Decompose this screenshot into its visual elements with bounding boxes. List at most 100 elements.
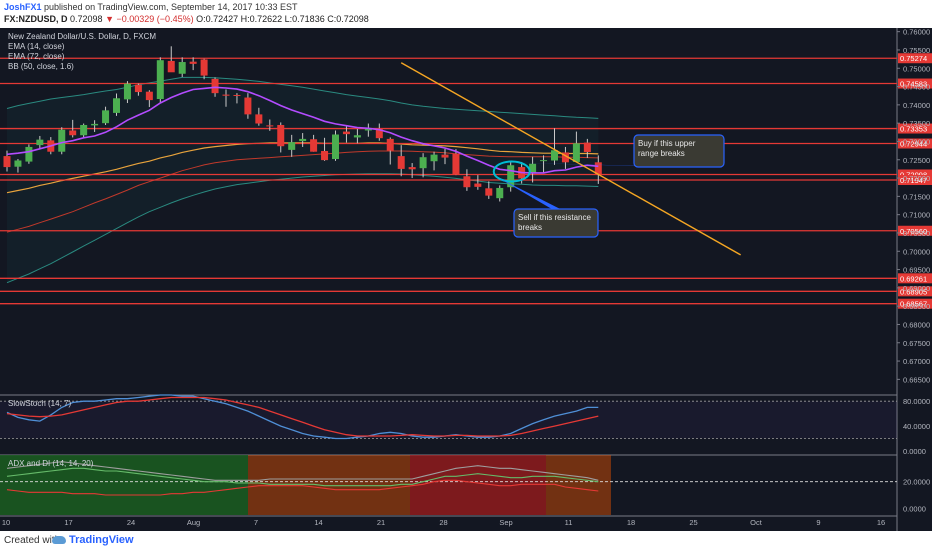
time-tick-label: 7 bbox=[254, 518, 258, 527]
adx-zone bbox=[0, 455, 248, 515]
candle bbox=[397, 156, 405, 169]
time-tick-label: 10 bbox=[2, 518, 10, 527]
time-tick-label: 17 bbox=[64, 518, 72, 527]
chart-area[interactable]: 0.75274 0.74583 0.73353 0.72944 0.720980.719… bbox=[0, 28, 932, 531]
candle bbox=[430, 154, 438, 162]
candle bbox=[3, 156, 11, 168]
level-label-box bbox=[898, 169, 932, 180]
bb-upper-line bbox=[6, 76, 599, 119]
buy-annotation-text-line: Buy if this upper bbox=[638, 139, 696, 148]
price-tick-label: 0.70500 bbox=[903, 229, 930, 238]
time-tick-label: Sep bbox=[499, 518, 512, 527]
candle bbox=[36, 139, 44, 146]
price-tick-label: 0.72500 bbox=[903, 156, 930, 165]
symbol-label: FX:NZDUSD, D bbox=[4, 14, 68, 24]
candle bbox=[529, 163, 537, 173]
indicator-legend: EMA (72, close) bbox=[8, 52, 65, 61]
time-tick-label: 24 bbox=[127, 518, 135, 527]
created-with-text: Created with bbox=[4, 535, 61, 546]
candle bbox=[189, 61, 197, 64]
indicator-legend: EMA (14, close) bbox=[8, 42, 65, 51]
time-tick-label: 28 bbox=[439, 518, 447, 527]
level-label: 0.75274 bbox=[900, 54, 927, 63]
candle bbox=[540, 160, 548, 162]
price-tick-label: 0.66500 bbox=[903, 375, 930, 384]
bb-basis-line bbox=[6, 150, 599, 233]
down-arrow-icon: ▼ bbox=[105, 14, 114, 24]
candle bbox=[375, 128, 383, 139]
ema14-line bbox=[6, 86, 599, 174]
buy-annotation-pointer bbox=[509, 162, 684, 167]
price-tick-label: 0.76000 bbox=[903, 28, 930, 37]
level-label-box bbox=[898, 123, 932, 134]
price-tick-label: 0.69000 bbox=[903, 284, 930, 293]
candle bbox=[441, 154, 449, 158]
candle bbox=[561, 152, 569, 163]
price-tick-label: 0.71000 bbox=[903, 211, 930, 220]
candle bbox=[408, 167, 416, 170]
candle bbox=[156, 60, 164, 100]
candle bbox=[123, 83, 131, 100]
candle bbox=[80, 124, 88, 136]
cloud-icon bbox=[52, 536, 66, 545]
candle bbox=[58, 129, 66, 152]
adx-line bbox=[6, 461, 599, 481]
candle bbox=[419, 157, 427, 169]
stoch-tick-label: 80.0000 bbox=[903, 397, 930, 406]
level-label: 0.68567 bbox=[900, 300, 927, 309]
time-tick-label: Aug bbox=[187, 518, 200, 527]
level-label: 0.69261 bbox=[900, 274, 927, 283]
time-tick-label: 16 bbox=[877, 518, 885, 527]
highlight-ellipse bbox=[492, 160, 531, 183]
level-label-box bbox=[898, 78, 932, 89]
sell-annotation-text-line: Sell if this resistance bbox=[518, 213, 591, 222]
price-tick-label: 0.68500 bbox=[903, 302, 930, 311]
candle bbox=[583, 142, 591, 153]
level-label-box bbox=[898, 53, 932, 64]
tradingview-logo[interactable]: TradingView bbox=[52, 534, 134, 546]
candle bbox=[113, 98, 120, 113]
price-tick-label: 0.68000 bbox=[903, 320, 930, 329]
level-label-box bbox=[898, 138, 932, 149]
candle bbox=[463, 176, 471, 188]
price-tick-label: 0.74500 bbox=[903, 83, 930, 92]
candle bbox=[364, 129, 372, 131]
candle bbox=[572, 143, 580, 162]
candle bbox=[299, 138, 307, 142]
stoch-title: SlowStoch (14, 7) bbox=[8, 399, 71, 408]
sell-annotation bbox=[513, 208, 599, 238]
candle bbox=[233, 94, 241, 96]
sell-annotation-text-line: breaks bbox=[518, 223, 542, 232]
candle bbox=[266, 125, 274, 127]
candle bbox=[594, 162, 602, 175]
candle bbox=[496, 187, 504, 199]
buy-annotation-text-line: range breaks bbox=[638, 149, 685, 158]
adx-tick-label: 20.0000 bbox=[903, 478, 930, 487]
price-tick-label: 0.73000 bbox=[903, 137, 930, 146]
candle bbox=[102, 110, 110, 124]
publish-header: JoshFX1 published on TradingView.com, Se… bbox=[0, 0, 932, 28]
time-tick-label: 9 bbox=[816, 518, 820, 527]
candle bbox=[353, 135, 361, 138]
publisher-name[interactable]: JoshFX1 bbox=[4, 2, 42, 12]
candle bbox=[277, 124, 285, 147]
price-tick-label: 0.73500 bbox=[903, 119, 930, 128]
price-change: −0.00329 (−0.45%) bbox=[116, 14, 194, 24]
candle bbox=[255, 114, 263, 124]
di-plus-line bbox=[6, 467, 599, 487]
price-tick-label: 0.69500 bbox=[903, 266, 930, 275]
price-tick-label: 0.70000 bbox=[903, 247, 930, 256]
candle bbox=[200, 59, 208, 76]
level-label-box bbox=[898, 273, 932, 284]
candle bbox=[452, 153, 460, 175]
time-tick-label: 18 bbox=[627, 518, 635, 527]
adx-zone bbox=[410, 455, 546, 515]
candle bbox=[474, 183, 482, 187]
stoch-band bbox=[0, 401, 897, 439]
price-tick-label: 0.75500 bbox=[903, 46, 930, 55]
footer: Created with TradingView bbox=[0, 531, 932, 550]
price-tick-label: 0.71500 bbox=[903, 192, 930, 201]
candle bbox=[310, 139, 318, 152]
candle bbox=[25, 146, 33, 162]
level-label: 0.71947 bbox=[900, 176, 927, 185]
